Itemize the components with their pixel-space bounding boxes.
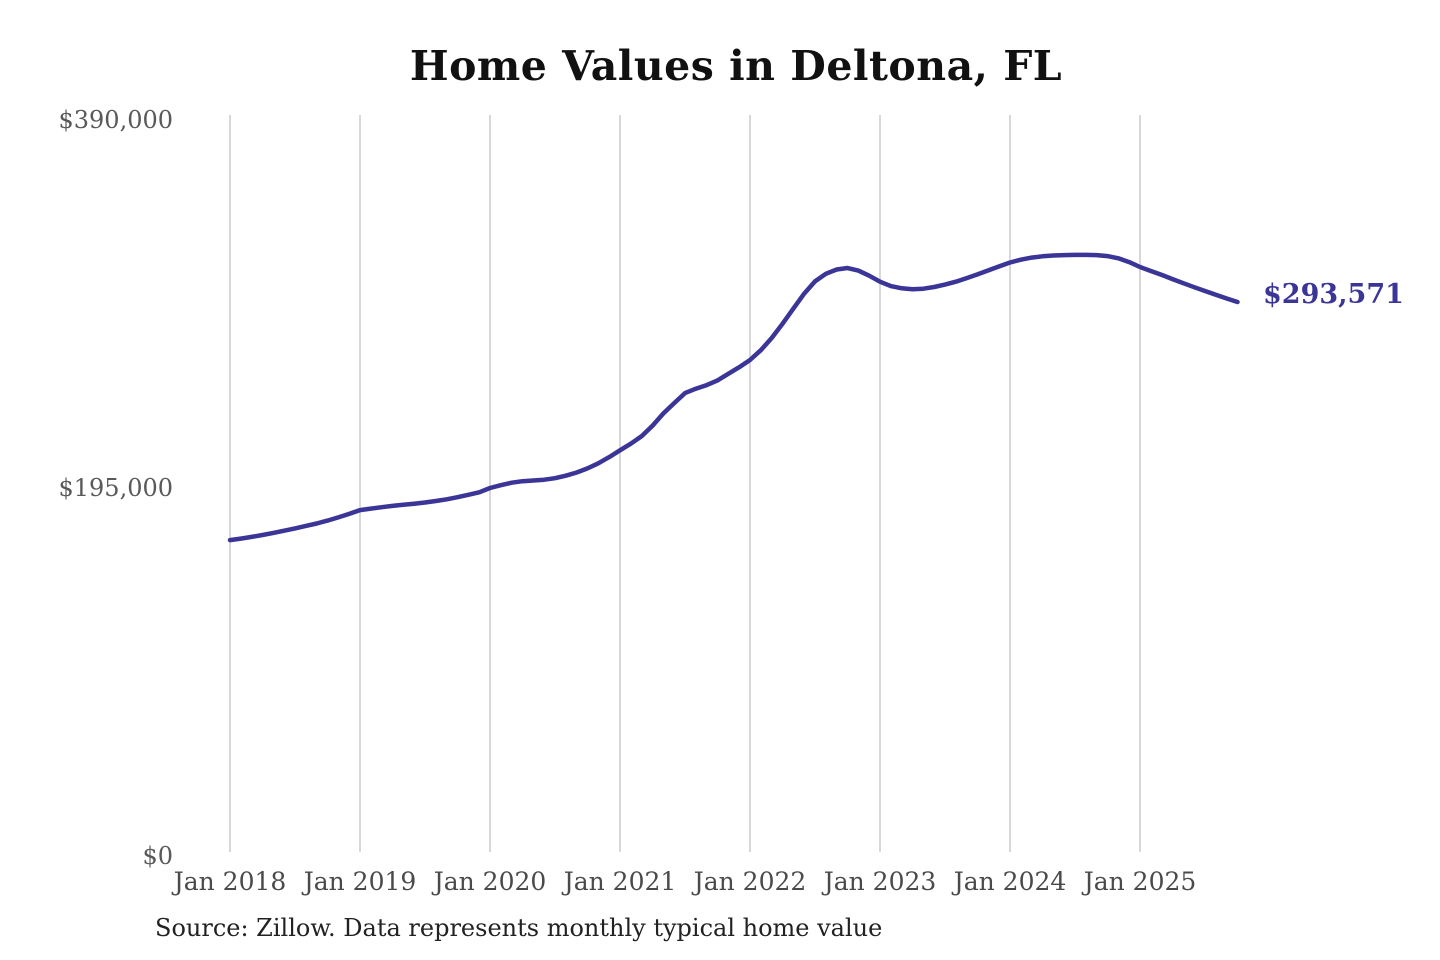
series-end-value-label: $293,571: [1263, 279, 1404, 310]
home-value-line: [227, 252, 1240, 543]
x-axis-tick-label-jan-2019: Jan 2019: [303, 867, 417, 896]
y-axis-tick-label-0: $0: [142, 842, 173, 870]
x-axis-tick-label-jan-2020: Jan 2020: [433, 867, 547, 896]
source-note: Source: Zillow. Data represents monthly …: [155, 914, 883, 942]
x-axis-tick-label-jan-2022: Jan 2022: [693, 867, 807, 896]
x-axis-tick-label-jan-2023: Jan 2023: [823, 867, 937, 896]
chart-title: Home Values in Deltona, FL: [409, 42, 1063, 90]
x-axis-tick-label-jan-2018: Jan 2018: [173, 867, 287, 896]
x-axis-tick-label-jan-2021: Jan 2021: [563, 867, 677, 896]
x-axis-tick-label-jan-2025: Jan 2025: [1083, 867, 1197, 896]
y-axis-tick-label-195000: $195,000: [58, 474, 173, 502]
x-axis-tick-label-jan-2024: Jan 2024: [953, 867, 1067, 896]
y-axis-tick-label-390000: $390,000: [58, 106, 173, 134]
